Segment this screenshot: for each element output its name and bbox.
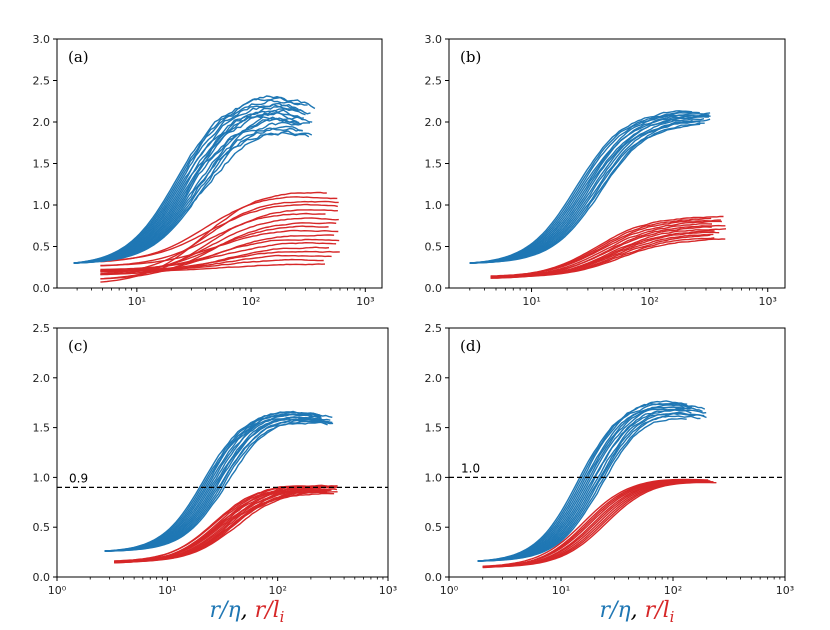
y-tick-label: 1.0 bbox=[425, 471, 443, 484]
panel-label: (b) bbox=[460, 48, 481, 66]
x-tick-label: 10⁰ bbox=[440, 584, 459, 597]
x-tick-label: 10¹ bbox=[552, 584, 570, 597]
y-tick-label: 2.0 bbox=[425, 116, 443, 129]
x-tick-label: 10³ bbox=[759, 295, 777, 308]
axes-frame bbox=[56, 327, 389, 578]
y-tick-label: 1.5 bbox=[33, 422, 51, 435]
panel-b: 0.0 0.5 1.0 1.5 2.0 2.5 3.0 10¹ 10² 10³ (b) bbox=[425, 33, 786, 308]
x-tick-label: 10⁰ bbox=[48, 584, 67, 597]
blue-curve bbox=[469, 123, 701, 264]
x-axis-label-left: r/η, r/li bbox=[210, 598, 285, 626]
x-label-separator: , bbox=[631, 598, 645, 623]
axes-frame bbox=[56, 38, 383, 289]
y-tick-label: 2.0 bbox=[425, 372, 443, 385]
panel-label: (c) bbox=[68, 337, 88, 355]
x-label-red: r/l bbox=[645, 598, 670, 623]
y-tick-label: 2.0 bbox=[33, 116, 51, 129]
x-tick-label: 10³ bbox=[776, 584, 794, 597]
y-tick-label: 1.0 bbox=[33, 199, 51, 212]
blue-curve bbox=[104, 421, 328, 552]
y-tick-label: 2.5 bbox=[425, 75, 443, 88]
panel-label: (a) bbox=[68, 48, 89, 66]
curves bbox=[104, 410, 338, 564]
panel-a: 0.0 0.5 1.0 1.5 2.0 2.5 3.0 10¹ 10² 10³ (a) bbox=[33, 33, 383, 308]
y-tick-label: 2.5 bbox=[33, 322, 51, 335]
y-tick-label: 1.5 bbox=[425, 158, 443, 171]
y-tick-label: 3.0 bbox=[33, 33, 51, 46]
blue-curve bbox=[73, 117, 310, 264]
y-tick-label: 2.5 bbox=[425, 322, 443, 335]
red-curve bbox=[114, 485, 334, 562]
x-tick-label: 10² bbox=[640, 295, 658, 308]
red-curve bbox=[100, 242, 337, 271]
x-tick-label: 10² bbox=[242, 295, 260, 308]
x-label-red: r/l bbox=[255, 598, 280, 623]
y-tick-label: 2.0 bbox=[33, 372, 51, 385]
y-tick-label: 0.0 bbox=[425, 282, 443, 295]
blue-curve bbox=[73, 125, 303, 264]
red-curve bbox=[100, 209, 338, 280]
red-curve bbox=[490, 220, 722, 277]
blue-curve bbox=[477, 417, 687, 562]
x-label-red-subscript: i bbox=[670, 608, 675, 626]
y-tick-label: 0.0 bbox=[33, 571, 51, 584]
axes-frame bbox=[448, 327, 786, 578]
red-curve bbox=[100, 263, 326, 273]
x-label-separator: , bbox=[241, 598, 255, 623]
y-tick-label: 0.0 bbox=[425, 571, 443, 584]
panel-label: (d) bbox=[460, 337, 481, 355]
y-tick-label: 0.5 bbox=[33, 521, 51, 534]
x-tick-label: 10¹ bbox=[158, 584, 176, 597]
blue-curve bbox=[73, 131, 310, 264]
red-curve bbox=[114, 492, 335, 563]
y-tick-label: 2.5 bbox=[33, 75, 51, 88]
y-tick-label: 3.0 bbox=[425, 33, 443, 46]
y-tick-label: 0.5 bbox=[425, 241, 443, 254]
y-tick-label: 1.0 bbox=[425, 199, 443, 212]
curves bbox=[73, 95, 340, 283]
x-tick-label: 10³ bbox=[356, 295, 374, 308]
x-tick-label: 10³ bbox=[379, 584, 397, 597]
y-tick-label: 1.5 bbox=[33, 158, 51, 171]
x-tick-label: 10² bbox=[268, 584, 286, 597]
red-curve bbox=[114, 488, 338, 562]
y-tick-label: 1.0 bbox=[33, 471, 51, 484]
red-curve bbox=[100, 203, 338, 262]
red-curve bbox=[490, 238, 726, 278]
x-label-blue: r/η bbox=[210, 598, 241, 623]
panel-c: 0.9 0.0 0.5 1.0 1.5 2.0 2.5 10⁰ 10¹ 10² 10³ (c) bbox=[33, 322, 398, 597]
x-tick-label: 10¹ bbox=[128, 295, 146, 308]
red-curve bbox=[482, 481, 717, 568]
x-label-red-subscript: i bbox=[280, 608, 285, 626]
reference-line-label: 1.0 bbox=[461, 461, 480, 475]
curves bbox=[477, 400, 717, 569]
red-curve bbox=[100, 258, 324, 272]
red-curve bbox=[114, 489, 332, 563]
x-label-blue: r/η bbox=[600, 598, 631, 623]
red-curve bbox=[100, 212, 326, 267]
x-axis-label-right: r/η, r/li bbox=[600, 598, 675, 626]
y-tick-label: 1.5 bbox=[425, 422, 443, 435]
y-tick-label: 0.5 bbox=[33, 241, 51, 254]
curves bbox=[469, 110, 727, 279]
x-tick-label: 10¹ bbox=[522, 295, 540, 308]
x-tick-label: 10² bbox=[664, 584, 682, 597]
y-tick-label: 0.0 bbox=[33, 282, 51, 295]
panel-d: 1.0 0.0 0.5 1.0 1.5 2.0 2.5 10⁰ 10¹ 10² 10³ (d) bbox=[425, 322, 795, 597]
y-tick-label: 0.5 bbox=[425, 521, 443, 534]
reference-line-label: 0.9 bbox=[69, 471, 88, 485]
red-curve bbox=[100, 229, 339, 267]
